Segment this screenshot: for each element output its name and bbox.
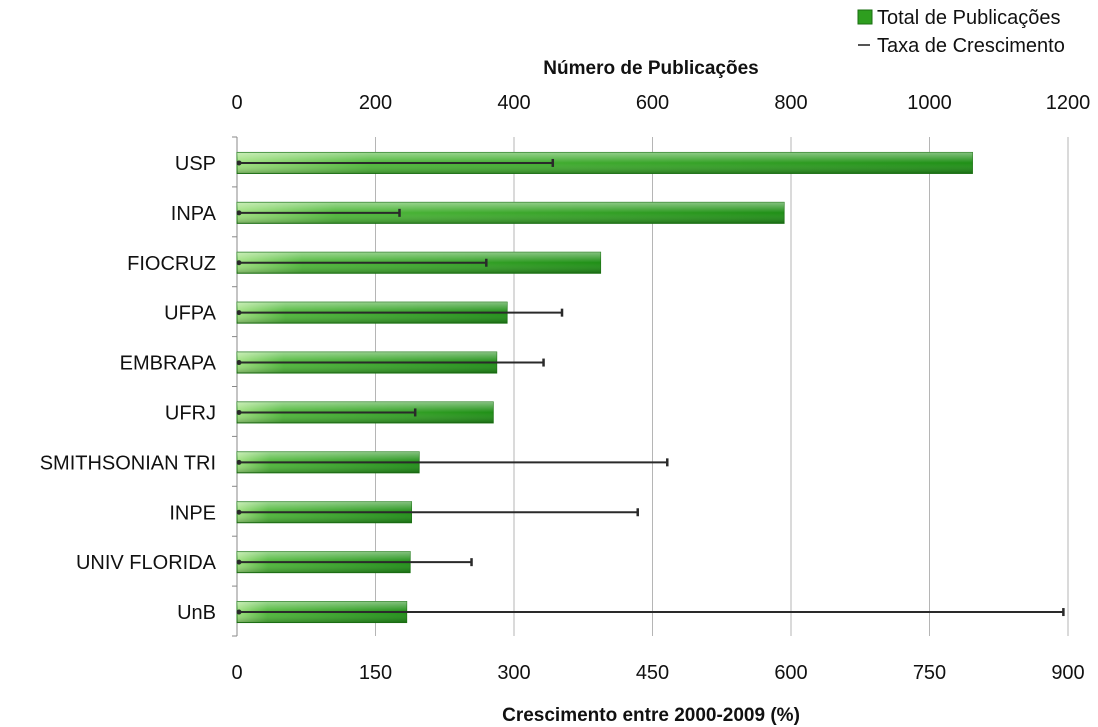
top-tick-label: 1200 [1046,92,1091,114]
growth-start-marker [236,459,242,465]
top-tick-label: 1000 [907,92,952,114]
bottom-axis-ticks: 0 150 300 450 600 750 900 [231,662,1084,684]
legend-label-line: Taxa de Crescimento [877,35,1065,57]
top-tick-label: 200 [359,92,392,114]
top-tick-label: 0 [231,92,242,114]
bottom-tick-label: 450 [636,662,669,684]
category-label: SMITHSONIAN TRI [40,452,216,474]
growth-start-marker [236,310,242,316]
category-label: UNIV FLORIDA [76,552,217,574]
top-tick-label: 800 [774,92,807,114]
bottom-axis-title: Crescimento entre 2000-2009 (%) [502,705,800,726]
growth-start-marker [236,260,242,266]
growth-start-marker [236,559,242,565]
growth-start-marker [236,210,242,216]
category-label: EMBRAPA [120,353,217,375]
category-label: UnB [177,602,216,624]
legend: Total de Publicações Taxa de Crescimento [857,7,1065,57]
category-label: FIOCRUZ [127,253,216,275]
bottom-tick-label: 300 [497,662,530,684]
top-axis-title: Número de Publicações [543,58,758,79]
category-label: INPA [171,203,217,225]
top-tick-label: 400 [497,92,530,114]
bar-shading [237,152,973,174]
growth-rate-lines [236,158,1065,617]
growth-start-marker [236,160,242,166]
legend-label-bar: Total de Publicações [877,7,1060,29]
category-label: UFPA [164,303,217,325]
growth-start-marker [236,609,242,615]
bottom-tick-label: 750 [913,662,946,684]
top-axis-ticks: 0 200 400 600 800 1000 1200 [231,92,1090,114]
growth-start-marker [236,409,242,415]
bottom-tick-label: 0 [231,662,242,684]
category-label: USP [175,153,216,175]
growth-start-marker [236,360,242,366]
bottom-tick-label: 900 [1051,662,1084,684]
bars [236,151,973,624]
category-labels: USP INPA FIOCRUZ UFPA EMBRAPA UFRJ SMITHSONIAN… [40,153,217,624]
top-tick-label: 600 [636,92,669,114]
category-label: INPE [169,502,216,524]
legend-swatch-bar [857,9,873,25]
category-label: UFRJ [165,402,216,424]
growth-start-marker [236,509,242,515]
bar-shading [237,202,785,224]
bottom-tick-label: 150 [359,662,392,684]
bottom-tick-label: 600 [774,662,807,684]
